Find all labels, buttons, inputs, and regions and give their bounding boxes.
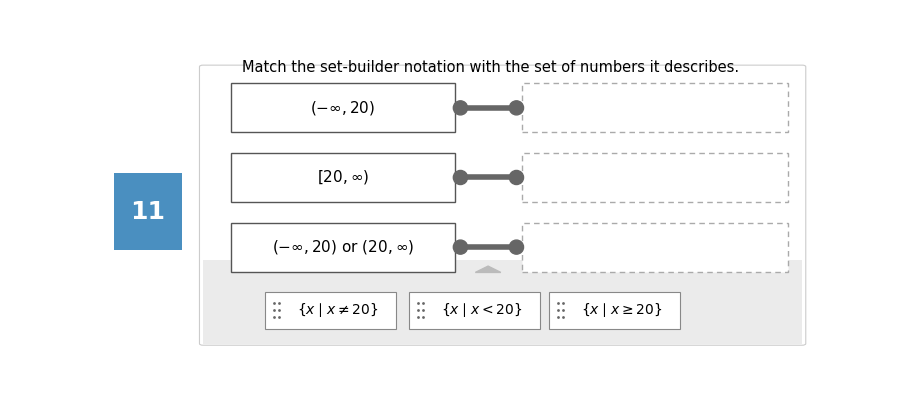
Text: 11: 11 [131,199,166,224]
Ellipse shape [510,240,523,254]
FancyBboxPatch shape [231,223,455,272]
Polygon shape [475,266,501,272]
FancyBboxPatch shape [114,173,182,250]
Ellipse shape [510,101,523,115]
FancyBboxPatch shape [265,292,396,329]
Text: $(−\infty, 20)$: $(−\infty, 20)$ [310,99,376,117]
Ellipse shape [453,240,468,254]
FancyBboxPatch shape [409,292,540,329]
Text: $\{x \mid x \geq 20\}$: $\{x \mid x \geq 20\}$ [581,301,662,319]
Ellipse shape [510,171,523,185]
FancyBboxPatch shape [203,260,802,344]
FancyBboxPatch shape [231,83,455,132]
FancyBboxPatch shape [231,153,455,202]
FancyBboxPatch shape [199,65,806,345]
FancyBboxPatch shape [522,83,788,132]
Text: $(−\infty, 20)$ or $(20, \infty)$: $(−\infty, 20)$ or $(20, \infty)$ [272,238,414,256]
Ellipse shape [453,171,468,185]
FancyBboxPatch shape [522,223,788,272]
Text: $\{x \mid x \neq 20\}$: $\{x \mid x \neq 20\}$ [297,301,379,319]
FancyBboxPatch shape [522,153,788,202]
Text: $\{x \mid x < 20\}$: $\{x \mid x < 20\}$ [441,301,522,319]
Text: $[20, \infty)$: $[20, \infty)$ [317,169,370,187]
FancyBboxPatch shape [549,292,680,329]
Ellipse shape [453,101,468,115]
Text: Match the set-builder notation with the set of numbers it describes.: Match the set-builder notation with the … [242,60,738,75]
